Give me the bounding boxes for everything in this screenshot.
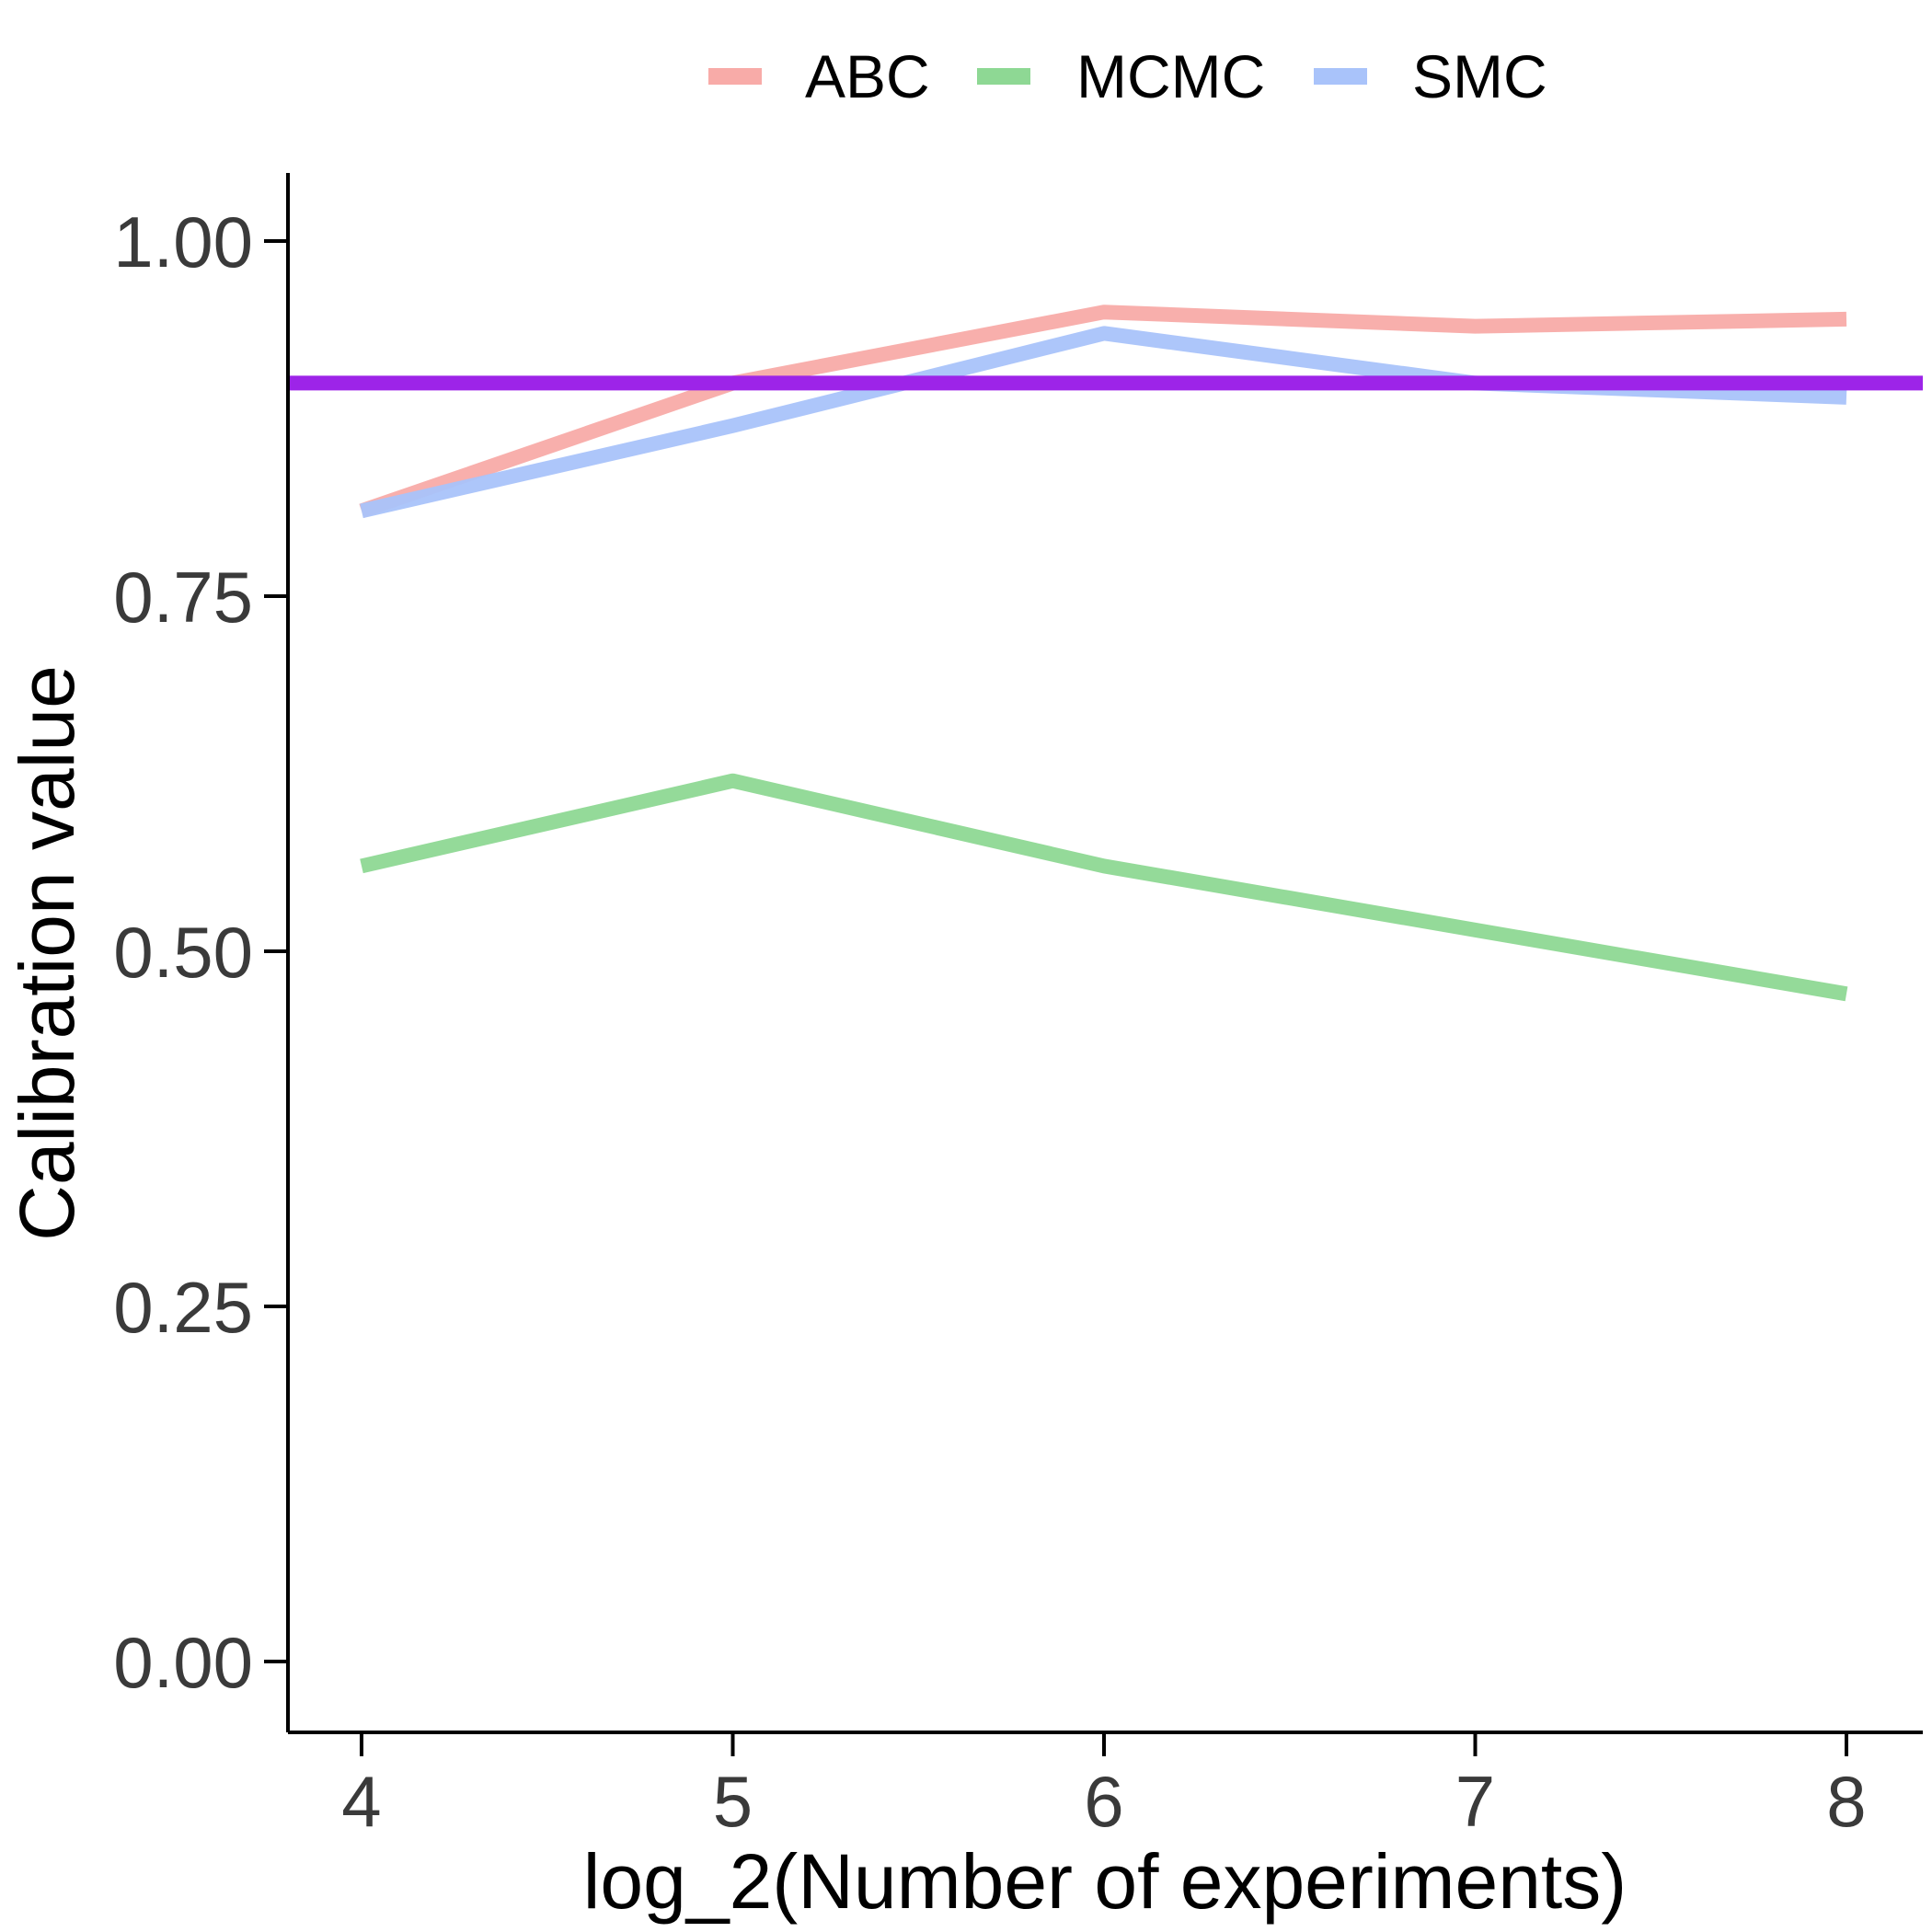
x-tick-label: 8 [1826, 1761, 1866, 1842]
legend-label-abc: ABC [805, 42, 930, 110]
y-tick-label: 1.00 [113, 201, 253, 282]
legend-label-mcmc: MCMC [1076, 42, 1265, 110]
y-tick-label: 0.00 [113, 1622, 253, 1703]
legend: ABC MCMC SMC [708, 42, 1547, 110]
legend-label-smc: SMC [1412, 42, 1547, 110]
y-tick-label: 0.50 [113, 912, 253, 993]
y-ticks: 0.00 0.25 0.50 0.75 1.00 [113, 201, 288, 1703]
series-line-mcmc [360, 773, 1848, 1002]
series-line-abc [359, 305, 1847, 518]
x-tick-label: 6 [1084, 1761, 1123, 1842]
x-tick-label: 7 [1455, 1761, 1495, 1842]
x-axis-label: log_2(Number of experiments) [583, 1838, 1627, 1925]
axes [286, 173, 1923, 1734]
y-tick-label: 0.75 [113, 557, 253, 638]
y-tick-label: 0.25 [113, 1267, 253, 1348]
x-ticks: 4 5 6 7 8 [341, 1732, 1867, 1842]
x-tick-label: 4 [341, 1761, 381, 1842]
series-line-smc [360, 326, 1847, 519]
x-tick-label: 5 [713, 1761, 753, 1842]
plot-area [288, 305, 1923, 1002]
y-axis-label: Calibration value [4, 665, 90, 1241]
